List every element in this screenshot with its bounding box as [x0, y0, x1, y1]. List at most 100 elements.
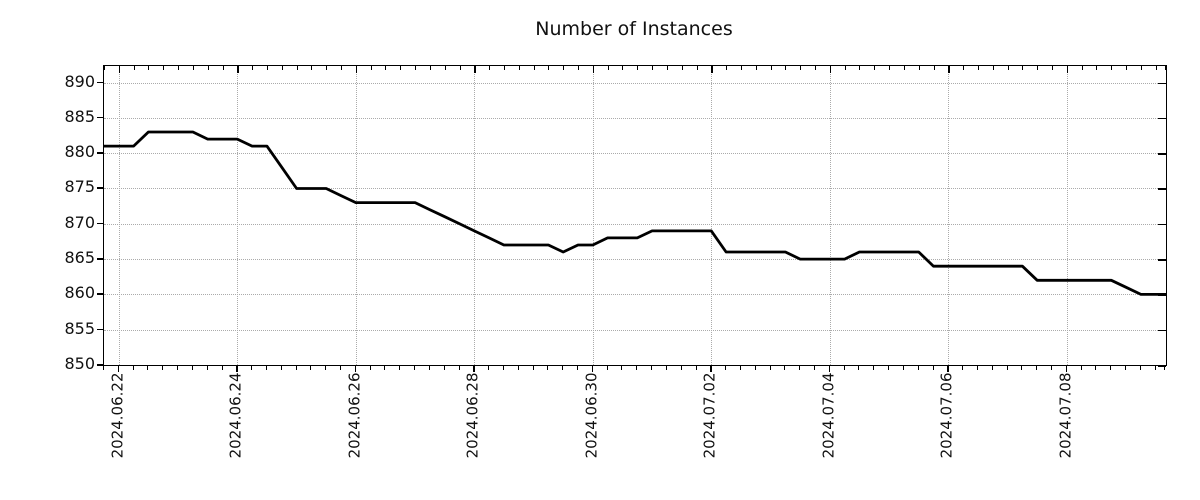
grid-line-v	[829, 66, 831, 365]
y-tick-mark	[97, 293, 103, 295]
x-minor-tick-mark	[177, 366, 179, 370]
grid-line-h	[104, 82, 1166, 84]
y-tick-mark	[1158, 117, 1166, 120]
x-minor-tick-mark	[1021, 366, 1023, 370]
x-minor-tick-mark	[252, 66, 254, 70]
x-minor-tick-mark	[755, 66, 757, 70]
y-tick-label: 870	[64, 212, 95, 232]
x-tick-mark	[473, 366, 475, 372]
x-minor-tick-mark	[563, 66, 565, 70]
x-minor-tick-mark	[1006, 366, 1008, 370]
y-tick-mark	[97, 258, 103, 260]
x-minor-tick-mark	[902, 366, 904, 370]
x-minor-tick-mark	[310, 366, 312, 370]
x-tick-mark	[354, 366, 357, 372]
x-tick-mark	[828, 366, 831, 372]
y-tick-mark	[1158, 153, 1166, 155]
x-minor-tick-mark	[400, 66, 402, 70]
x-minor-tick-mark	[770, 66, 772, 70]
x-minor-tick-mark	[132, 366, 134, 370]
grid-line-v	[711, 66, 713, 365]
grid-line-v	[592, 66, 594, 365]
grid-line-v	[474, 66, 476, 365]
x-minor-tick-mark	[429, 66, 431, 70]
x-minor-tick-mark	[1154, 366, 1156, 370]
x-minor-tick-mark	[489, 66, 491, 70]
y-tick-mark	[1158, 329, 1166, 332]
data-line	[104, 130, 1166, 296]
x-minor-tick-mark	[873, 366, 875, 370]
x-minor-tick-mark	[340, 366, 341, 370]
x-minor-tick-mark	[103, 366, 104, 370]
x-minor-tick-mark	[178, 66, 180, 70]
x-tick-mark	[1066, 66, 1069, 73]
x-tick-mark	[711, 66, 713, 73]
x-minor-tick-mark	[1007, 66, 1009, 70]
x-tick-mark	[591, 366, 594, 372]
y-tick-mark	[97, 81, 103, 84]
grid-line-v	[118, 66, 120, 365]
y-tick-mark	[1158, 259, 1166, 261]
x-minor-tick-mark	[192, 66, 194, 70]
x-minor-tick-mark	[532, 366, 534, 370]
y-tick-mark	[97, 116, 103, 119]
x-minor-tick-mark	[696, 66, 698, 70]
x-minor-tick-mark	[1037, 66, 1039, 70]
x-minor-tick-mark	[533, 66, 535, 70]
x-minor-tick-mark	[548, 66, 550, 70]
x-minor-tick-mark	[562, 366, 564, 370]
x-tick-label: 2024.06.22	[108, 372, 127, 459]
x-minor-tick-mark	[977, 66, 979, 70]
x-minor-tick-mark	[889, 66, 891, 70]
x-minor-tick-mark	[296, 66, 298, 70]
x-minor-tick-mark	[637, 66, 639, 70]
x-minor-tick-mark	[385, 66, 387, 70]
x-minor-tick-mark	[991, 366, 993, 370]
x-minor-tick-mark	[458, 366, 460, 370]
x-minor-tick-mark	[147, 366, 149, 370]
x-minor-tick-mark	[399, 366, 401, 370]
x-tick-label: 2024.06.24	[226, 372, 245, 459]
x-minor-tick-mark	[221, 366, 223, 370]
grid-line-h	[104, 117, 1166, 119]
x-minor-tick-mark	[207, 66, 209, 70]
x-minor-tick-mark	[251, 366, 253, 370]
x-minor-tick-mark	[962, 366, 964, 370]
x-minor-tick-mark	[578, 66, 579, 70]
x-minor-tick-mark	[577, 366, 578, 370]
grid-line-v	[1066, 66, 1068, 365]
x-minor-tick-mark	[814, 366, 815, 370]
x-minor-tick-mark	[858, 366, 860, 370]
x-minor-tick-mark	[414, 366, 416, 370]
x-minor-tick-mark	[459, 66, 461, 70]
x-tick-mark	[236, 366, 238, 372]
x-minor-tick-mark	[726, 66, 728, 70]
x-minor-tick-mark	[502, 366, 504, 370]
x-tick-label: 2024.07.06	[937, 372, 956, 459]
x-minor-tick-mark	[665, 366, 667, 370]
x-minor-tick-mark	[725, 366, 727, 370]
x-minor-tick-mark	[784, 366, 786, 370]
x-minor-tick-mark	[636, 366, 638, 370]
y-tick-label: 890	[64, 71, 95, 91]
x-minor-tick-mark	[1140, 66, 1142, 70]
x-minor-tick-mark	[606, 366, 608, 370]
x-tick-label: 2024.06.28	[463, 372, 482, 459]
x-minor-tick-mark	[1110, 366, 1112, 370]
x-minor-tick-mark	[785, 66, 787, 70]
x-minor-tick-mark	[295, 366, 297, 370]
x-tick-mark	[237, 66, 239, 73]
x-tick-mark	[118, 66, 121, 73]
x-minor-tick-mark	[1155, 66, 1157, 70]
x-minor-tick-mark	[976, 366, 978, 370]
x-minor-tick-mark	[503, 66, 505, 70]
y-tick-mark	[1158, 82, 1166, 85]
y-tick-label: 855	[64, 318, 95, 338]
data-line-layer	[104, 130, 1166, 296]
grid-line-h	[104, 329, 1166, 331]
x-minor-tick-mark	[517, 366, 519, 370]
x-minor-tick-mark	[1051, 366, 1052, 370]
x-tick-label: 2024.06.30	[582, 372, 601, 459]
x-minor-tick-mark	[1096, 66, 1098, 70]
